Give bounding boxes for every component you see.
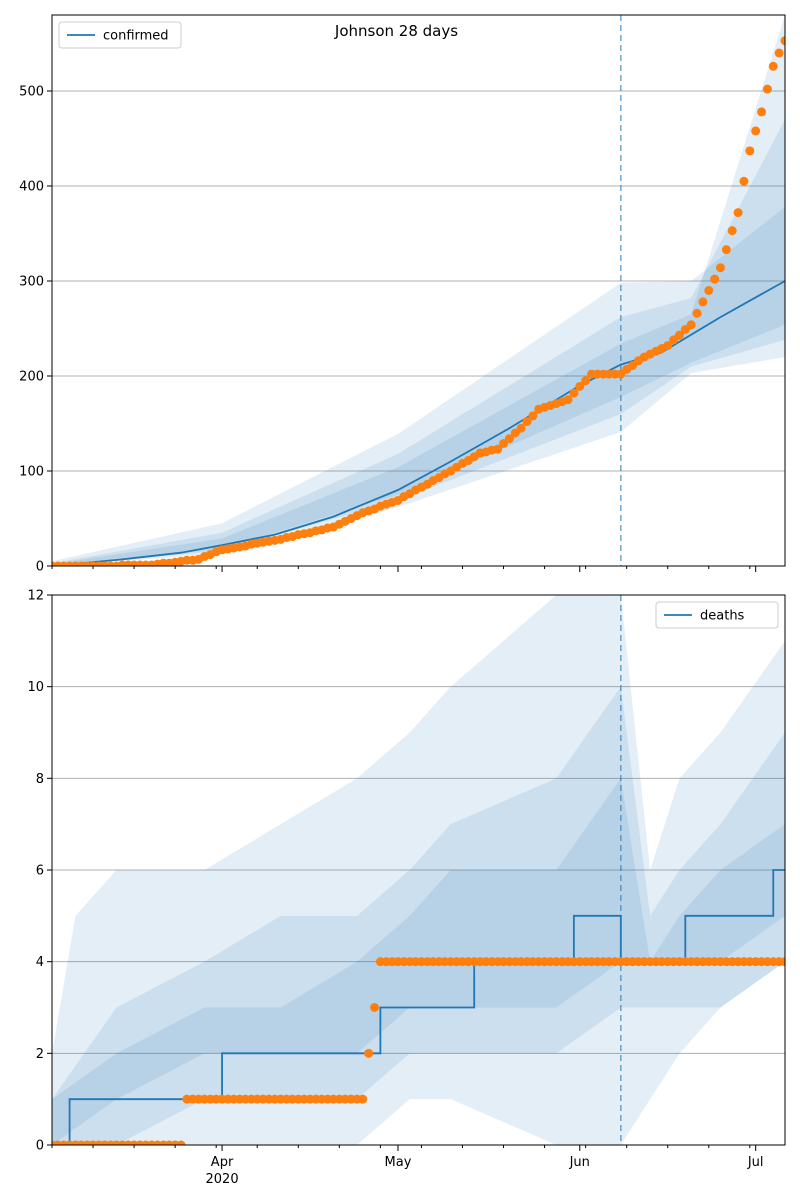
data-point	[715, 263, 725, 273]
data-point	[739, 176, 749, 186]
data-point	[768, 61, 778, 71]
chart-panel-2: 0 2 4 6 8 10 12 Apr 2020 May Jun Jul deaths	[27, 589, 786, 1187]
chart-panel-1: 0 100 200 300 400 500 Johnson 28 days confirmed	[19, 14, 786, 575]
data-point	[692, 308, 702, 318]
x-tick-label: May	[385, 1155, 412, 1170]
y-tick-label: 0	[36, 560, 44, 575]
data-point	[504, 434, 514, 444]
data-point	[751, 126, 761, 136]
x-tick-label: Jul	[747, 1155, 764, 1170]
uncertainty-band-2	[52, 686, 785, 1145]
y-tick-label: 0	[36, 1139, 44, 1154]
x-tick-label: Apr	[211, 1155, 234, 1170]
y-tick-label: 8	[36, 772, 44, 787]
legend-label: confirmed	[103, 29, 169, 44]
data-point	[516, 423, 526, 433]
data-point	[762, 84, 772, 94]
data-point	[522, 417, 532, 427]
uncertainty-band-1	[52, 206, 785, 566]
data-point	[774, 48, 784, 58]
data-point	[757, 107, 767, 117]
y-tick-label: 6	[36, 864, 44, 879]
data-point	[733, 208, 743, 218]
data-point	[674, 330, 684, 340]
legend: deaths	[655, 601, 779, 629]
plot-area	[52, 15, 785, 566]
y-tick-label: 2	[36, 1047, 44, 1062]
chart-title: Johnson 28 days	[334, 22, 458, 40]
data-point	[710, 274, 720, 284]
data-point	[686, 320, 696, 330]
data-point	[575, 381, 585, 391]
data-point	[528, 411, 538, 421]
x-tick-sublabel: 2020	[206, 1172, 239, 1187]
x-tick-label: Jun	[569, 1155, 590, 1170]
y-tick-label: 4	[36, 955, 44, 970]
y-tick-label: 300	[19, 275, 44, 290]
y-tick-label: 200	[19, 370, 44, 385]
legend: confirmed	[58, 21, 182, 49]
data-point	[176, 1140, 186, 1145]
data-point	[698, 297, 708, 307]
legend-box	[655, 601, 779, 629]
y-tick-label: 100	[19, 465, 44, 480]
data-point	[581, 376, 591, 386]
data-point	[745, 146, 755, 156]
y-tick-label: 10	[27, 680, 44, 695]
legend-box	[58, 21, 182, 49]
data-point	[364, 1048, 374, 1058]
data-point	[370, 1003, 380, 1012]
plot-area	[52, 595, 785, 1145]
y-tick-label: 500	[19, 85, 44, 100]
data-point	[780, 36, 785, 46]
uncertainty-band-2	[52, 119, 785, 566]
y-tick-label: 400	[19, 180, 44, 195]
legend-label: deaths	[700, 609, 745, 624]
y-tick-label: 12	[27, 589, 44, 604]
data-point	[721, 245, 731, 255]
data-point	[704, 286, 714, 295]
data-point	[569, 388, 579, 398]
data-point	[780, 957, 785, 967]
uncertainty-band-1	[52, 595, 785, 1145]
data-point	[358, 1094, 368, 1104]
data-point	[493, 444, 503, 454]
data-point	[727, 226, 737, 236]
data-point	[563, 395, 573, 405]
data-point	[663, 341, 673, 351]
axes-frame	[51, 14, 786, 567]
